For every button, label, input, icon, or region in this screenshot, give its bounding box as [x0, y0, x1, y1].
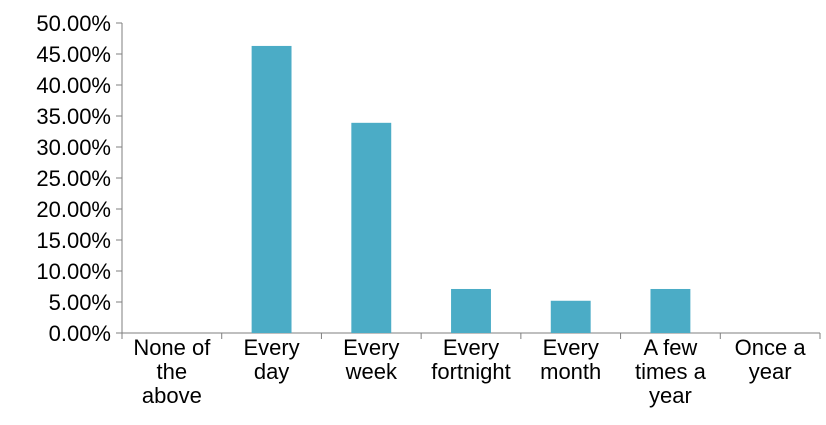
x-tick-label: None of the above — [133, 335, 211, 408]
x-tick-label-line: None of — [133, 335, 211, 360]
x-tick-label: Every month — [540, 335, 601, 384]
x-tick-label-line: day — [254, 359, 289, 384]
y-tick-label: 45.00% — [36, 42, 111, 67]
y-tick-label: 20.00% — [36, 197, 111, 222]
y-tick-label: 15.00% — [36, 228, 111, 253]
x-tick-label-line: year — [749, 359, 792, 384]
x-tick-label: A few times a year — [635, 335, 707, 408]
x-tick-label-line: Every — [243, 335, 299, 360]
bar — [451, 288, 491, 333]
x-tick-label-line: Every — [543, 335, 599, 360]
x-tick-label: Every fortnight — [431, 335, 511, 384]
x-tick-label: Once a year — [735, 335, 807, 384]
x-tick-label-line: the — [157, 359, 188, 384]
x-tick-label-line: Once a — [735, 335, 807, 360]
x-tick-label: Every week — [343, 335, 399, 384]
x-tick-label-line: year — [649, 383, 692, 408]
x-tick-label-line: week — [345, 359, 398, 384]
x-tick-label: Every day — [243, 335, 299, 384]
x-tick-label-line: month — [540, 359, 601, 384]
bar — [550, 300, 591, 333]
y-tick-label: 40.00% — [36, 73, 111, 98]
y-tick-label: 5.00% — [49, 290, 111, 315]
y-tick-label: 30.00% — [36, 135, 111, 160]
y-tick-label: 35.00% — [36, 104, 111, 129]
x-tick-label-line: times a — [635, 359, 707, 384]
x-tick-label-line: Every — [343, 335, 399, 360]
bar — [650, 288, 691, 333]
bar — [351, 122, 392, 333]
y-tick-label: 0.00% — [49, 321, 111, 346]
bar — [251, 45, 292, 333]
x-tick-label-line: Every — [443, 335, 499, 360]
y-tick-label: 50.00% — [36, 11, 111, 36]
y-axis: 0.00% 5.00% 10.00% 15.00% 20.00% 25.00% 30.00%… — [36, 11, 123, 346]
bars — [251, 45, 691, 333]
x-tick-label-line: A few — [644, 335, 698, 360]
x-tick-label-line: fortnight — [431, 359, 511, 384]
x-tick-label-line: above — [142, 383, 202, 408]
y-tick-label: 10.00% — [36, 259, 111, 284]
y-tick-label: 25.00% — [36, 166, 111, 191]
